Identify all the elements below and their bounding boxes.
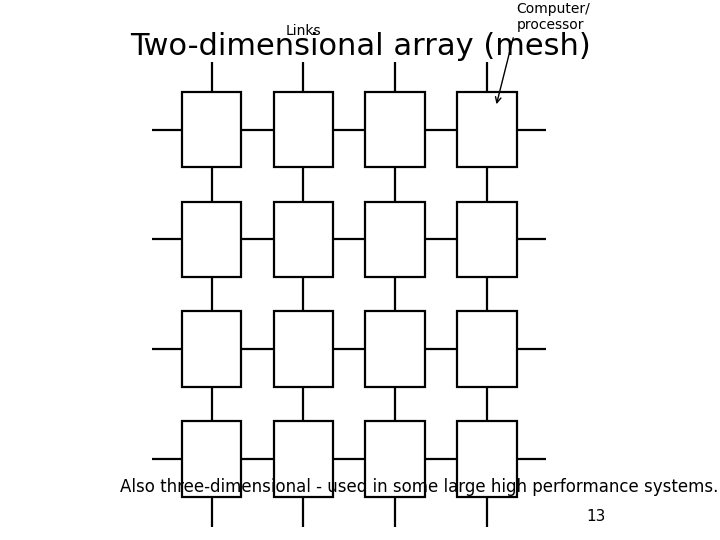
Bar [365, 421, 425, 497]
Bar [274, 92, 333, 167]
Bar [457, 312, 517, 387]
Bar [365, 92, 425, 167]
Bar [274, 421, 333, 497]
Text: Links: Links [286, 24, 321, 38]
Bar [457, 92, 517, 167]
Text: 13: 13 [586, 509, 606, 524]
Bar [274, 201, 333, 277]
Bar [181, 421, 241, 497]
Bar [181, 201, 241, 277]
Text: Computer/
processor: Computer/ processor [517, 2, 590, 32]
Bar [365, 201, 425, 277]
Bar [274, 312, 333, 387]
Bar [457, 201, 517, 277]
Bar [181, 312, 241, 387]
Bar [365, 312, 425, 387]
Text: Also three-dimensional - used in some large high performance systems.: Also three-dimensional - used in some la… [120, 478, 718, 496]
Bar [457, 421, 517, 497]
Bar [181, 92, 241, 167]
Text: Two-dimensional array (mesh): Two-dimensional array (mesh) [130, 32, 590, 62]
